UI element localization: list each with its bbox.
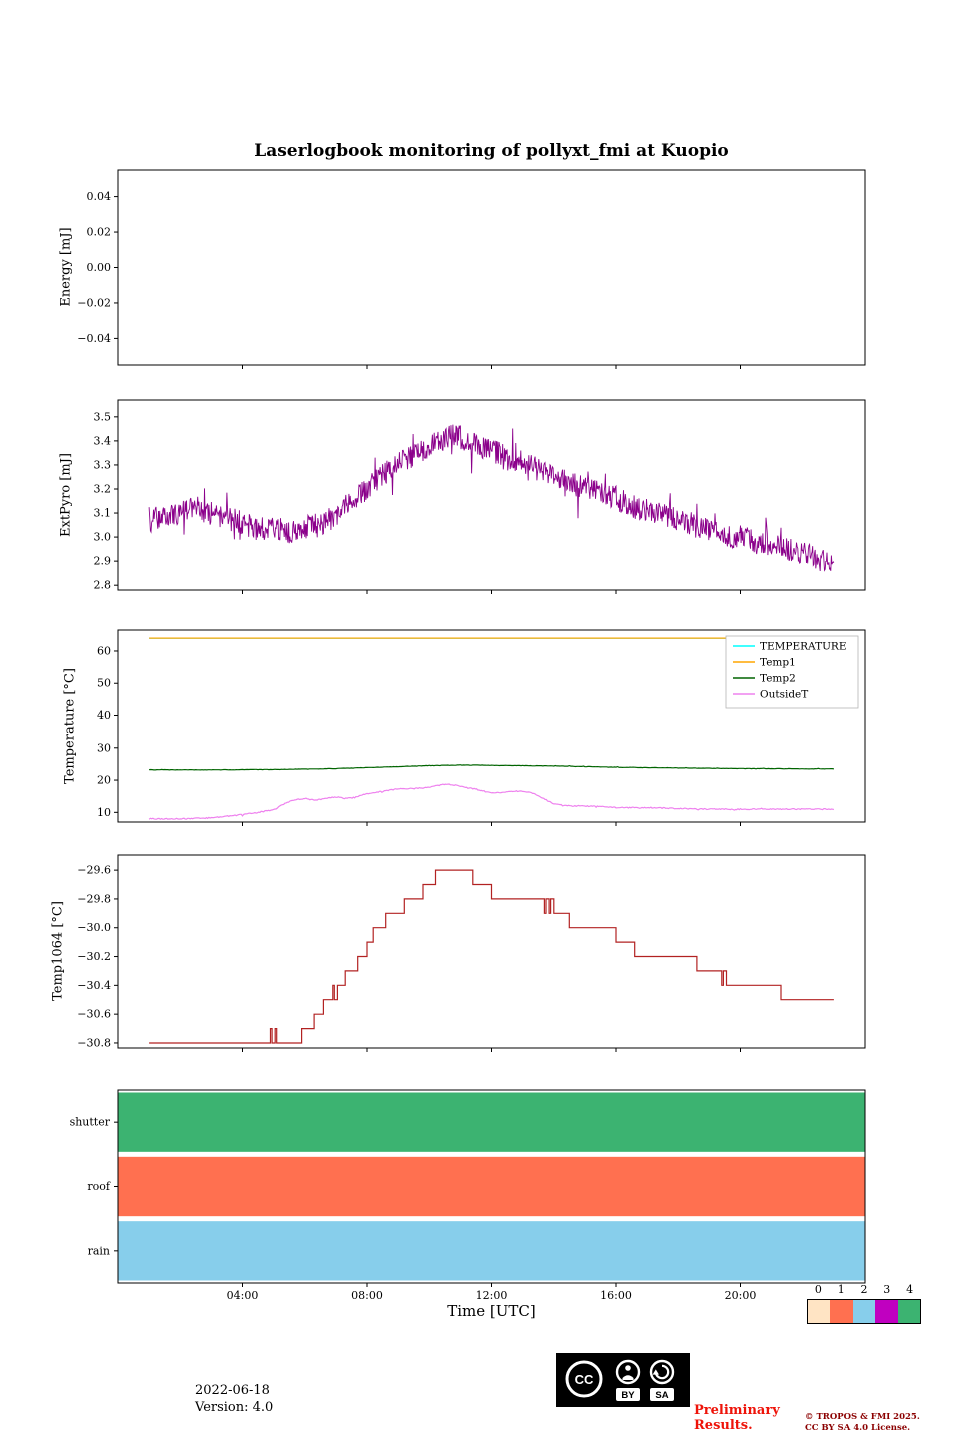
y-tick-label: −0.04 xyxy=(77,332,111,345)
y-tick-label: 40 xyxy=(97,709,111,722)
series-line-Temp2 xyxy=(149,764,835,771)
status-colorbar: 0 1 2 3 4 xyxy=(807,1283,921,1324)
x-tick-label: 04:00 xyxy=(227,1289,259,1302)
colorbar-segment xyxy=(875,1300,898,1323)
x-tick-label: 20:00 xyxy=(725,1289,757,1302)
copyright-note: © TROPOS & FMI 2025. CC BY SA 4.0 Licens… xyxy=(805,1412,920,1434)
cc-license-badge: CC BY SA xyxy=(556,1353,690,1407)
y-tick-label: 3.4 xyxy=(94,434,112,447)
cc-sa-label-box xyxy=(650,1388,674,1401)
colorbar-segment xyxy=(897,1300,921,1323)
y-tick-label: 60 xyxy=(97,644,111,657)
cc-sa-icon xyxy=(649,1359,675,1385)
status-category-label: shutter xyxy=(70,1116,111,1129)
colorbar-gradient xyxy=(807,1299,921,1324)
cc-sa-arrow xyxy=(654,1364,670,1380)
copyright-line2: CC BY SA 4.0 License. xyxy=(805,1423,911,1433)
y-tick-label: 0.02 xyxy=(87,226,112,239)
colorbar-tick-labels: 0 1 2 3 4 xyxy=(807,1283,921,1296)
panel-frame xyxy=(117,169,866,366)
y-tick-label: −30.0 xyxy=(77,921,111,934)
y-tick-label: −29.6 xyxy=(77,864,111,877)
y-tick-label: 3.2 xyxy=(94,482,112,495)
cc-logo-icon xyxy=(565,1360,603,1398)
colorbar-tick-label: 2 xyxy=(860,1283,868,1296)
colorbar-tick-label: 3 xyxy=(883,1283,891,1296)
colorbar-tick-label: 1 xyxy=(837,1283,845,1296)
y-tick-label: −30.2 xyxy=(77,950,111,963)
status-bar-roof xyxy=(118,1156,865,1217)
preliminary-results-note: Preliminary Results. xyxy=(694,1403,780,1433)
y-tick-label: 3.0 xyxy=(94,531,112,544)
legend-label: Temp1 xyxy=(760,657,796,669)
legend-box xyxy=(725,635,859,709)
copyright-line1: © TROPOS & FMI 2025. xyxy=(805,1412,920,1422)
y-tick-label: 50 xyxy=(97,677,111,690)
colorbar-segment xyxy=(830,1300,853,1323)
status-bar-shutter xyxy=(118,1092,865,1152)
figure-title: Laserlogbook monitoring of pollyxt_fmi a… xyxy=(254,141,729,161)
x-tick-label: 12:00 xyxy=(476,1289,508,1302)
y-tick-label: 0.04 xyxy=(87,190,112,203)
y-tick-label: −29.8 xyxy=(77,892,111,905)
series-line-OutsideT xyxy=(148,783,835,820)
y-tick-label: 30 xyxy=(97,741,111,754)
cc-sa-label: SA xyxy=(655,1390,668,1401)
y-tick-label: 2.9 xyxy=(94,555,112,568)
y-tick-label: 3.1 xyxy=(94,507,112,520)
preliminary-line1: Preliminary xyxy=(694,1403,780,1418)
cc-by-person-head xyxy=(625,1365,631,1371)
colorbar-tick-label: 4 xyxy=(906,1283,914,1296)
measurement-date: 2022-06-18 xyxy=(195,1383,270,1398)
cc-logo-text: CC xyxy=(575,1372,594,1387)
legend-label: Temp2 xyxy=(760,673,796,685)
status-category-label: rain xyxy=(88,1244,110,1257)
y-tick-label: −0.02 xyxy=(77,296,111,309)
cc-by-person-body xyxy=(622,1375,634,1380)
footer-date-block: 2022-06-18 Version: 4.0 xyxy=(195,1382,273,1416)
status-category-label: roof xyxy=(87,1180,111,1193)
xlabel-time-utc: Time [UTC] xyxy=(447,1302,536,1320)
y-tick-label: −30.6 xyxy=(77,1008,111,1021)
cc-sa-arrowhead xyxy=(652,1369,659,1375)
y-tick-label: 0.00 xyxy=(87,261,112,274)
y-tick-label: −30.4 xyxy=(77,979,111,992)
series-line-ExtPyro xyxy=(148,424,835,572)
x-tick-label: 08:00 xyxy=(351,1289,383,1302)
y-tick-label: 3.3 xyxy=(94,458,112,471)
legend-label: OutsideT xyxy=(760,689,808,701)
x-tick-label: 16:00 xyxy=(600,1289,632,1302)
legend-label: TEMPERATURE xyxy=(760,641,847,653)
panel-frame xyxy=(117,399,866,591)
series-line-Temp1064 xyxy=(149,869,834,1044)
y-tick-label: 3.5 xyxy=(94,410,112,423)
y-tick-label: 20 xyxy=(97,774,111,787)
colorbar-tick-label: 0 xyxy=(814,1283,822,1296)
status-bar-rain xyxy=(118,1221,865,1281)
cc-by-label: BY xyxy=(621,1390,635,1401)
version-label: Version: 4.0 xyxy=(195,1400,274,1415)
colorbar-segment xyxy=(852,1300,876,1323)
preliminary-line2: Results. xyxy=(694,1418,753,1433)
y-tick-label: 2.8 xyxy=(94,579,112,592)
y-tick-label: −30.8 xyxy=(77,1036,111,1049)
colorbar-segment xyxy=(808,1300,831,1323)
cc-by-person-icon xyxy=(615,1359,641,1385)
y-tick-label: 10 xyxy=(97,806,111,819)
cc-by-label-box xyxy=(616,1388,640,1401)
